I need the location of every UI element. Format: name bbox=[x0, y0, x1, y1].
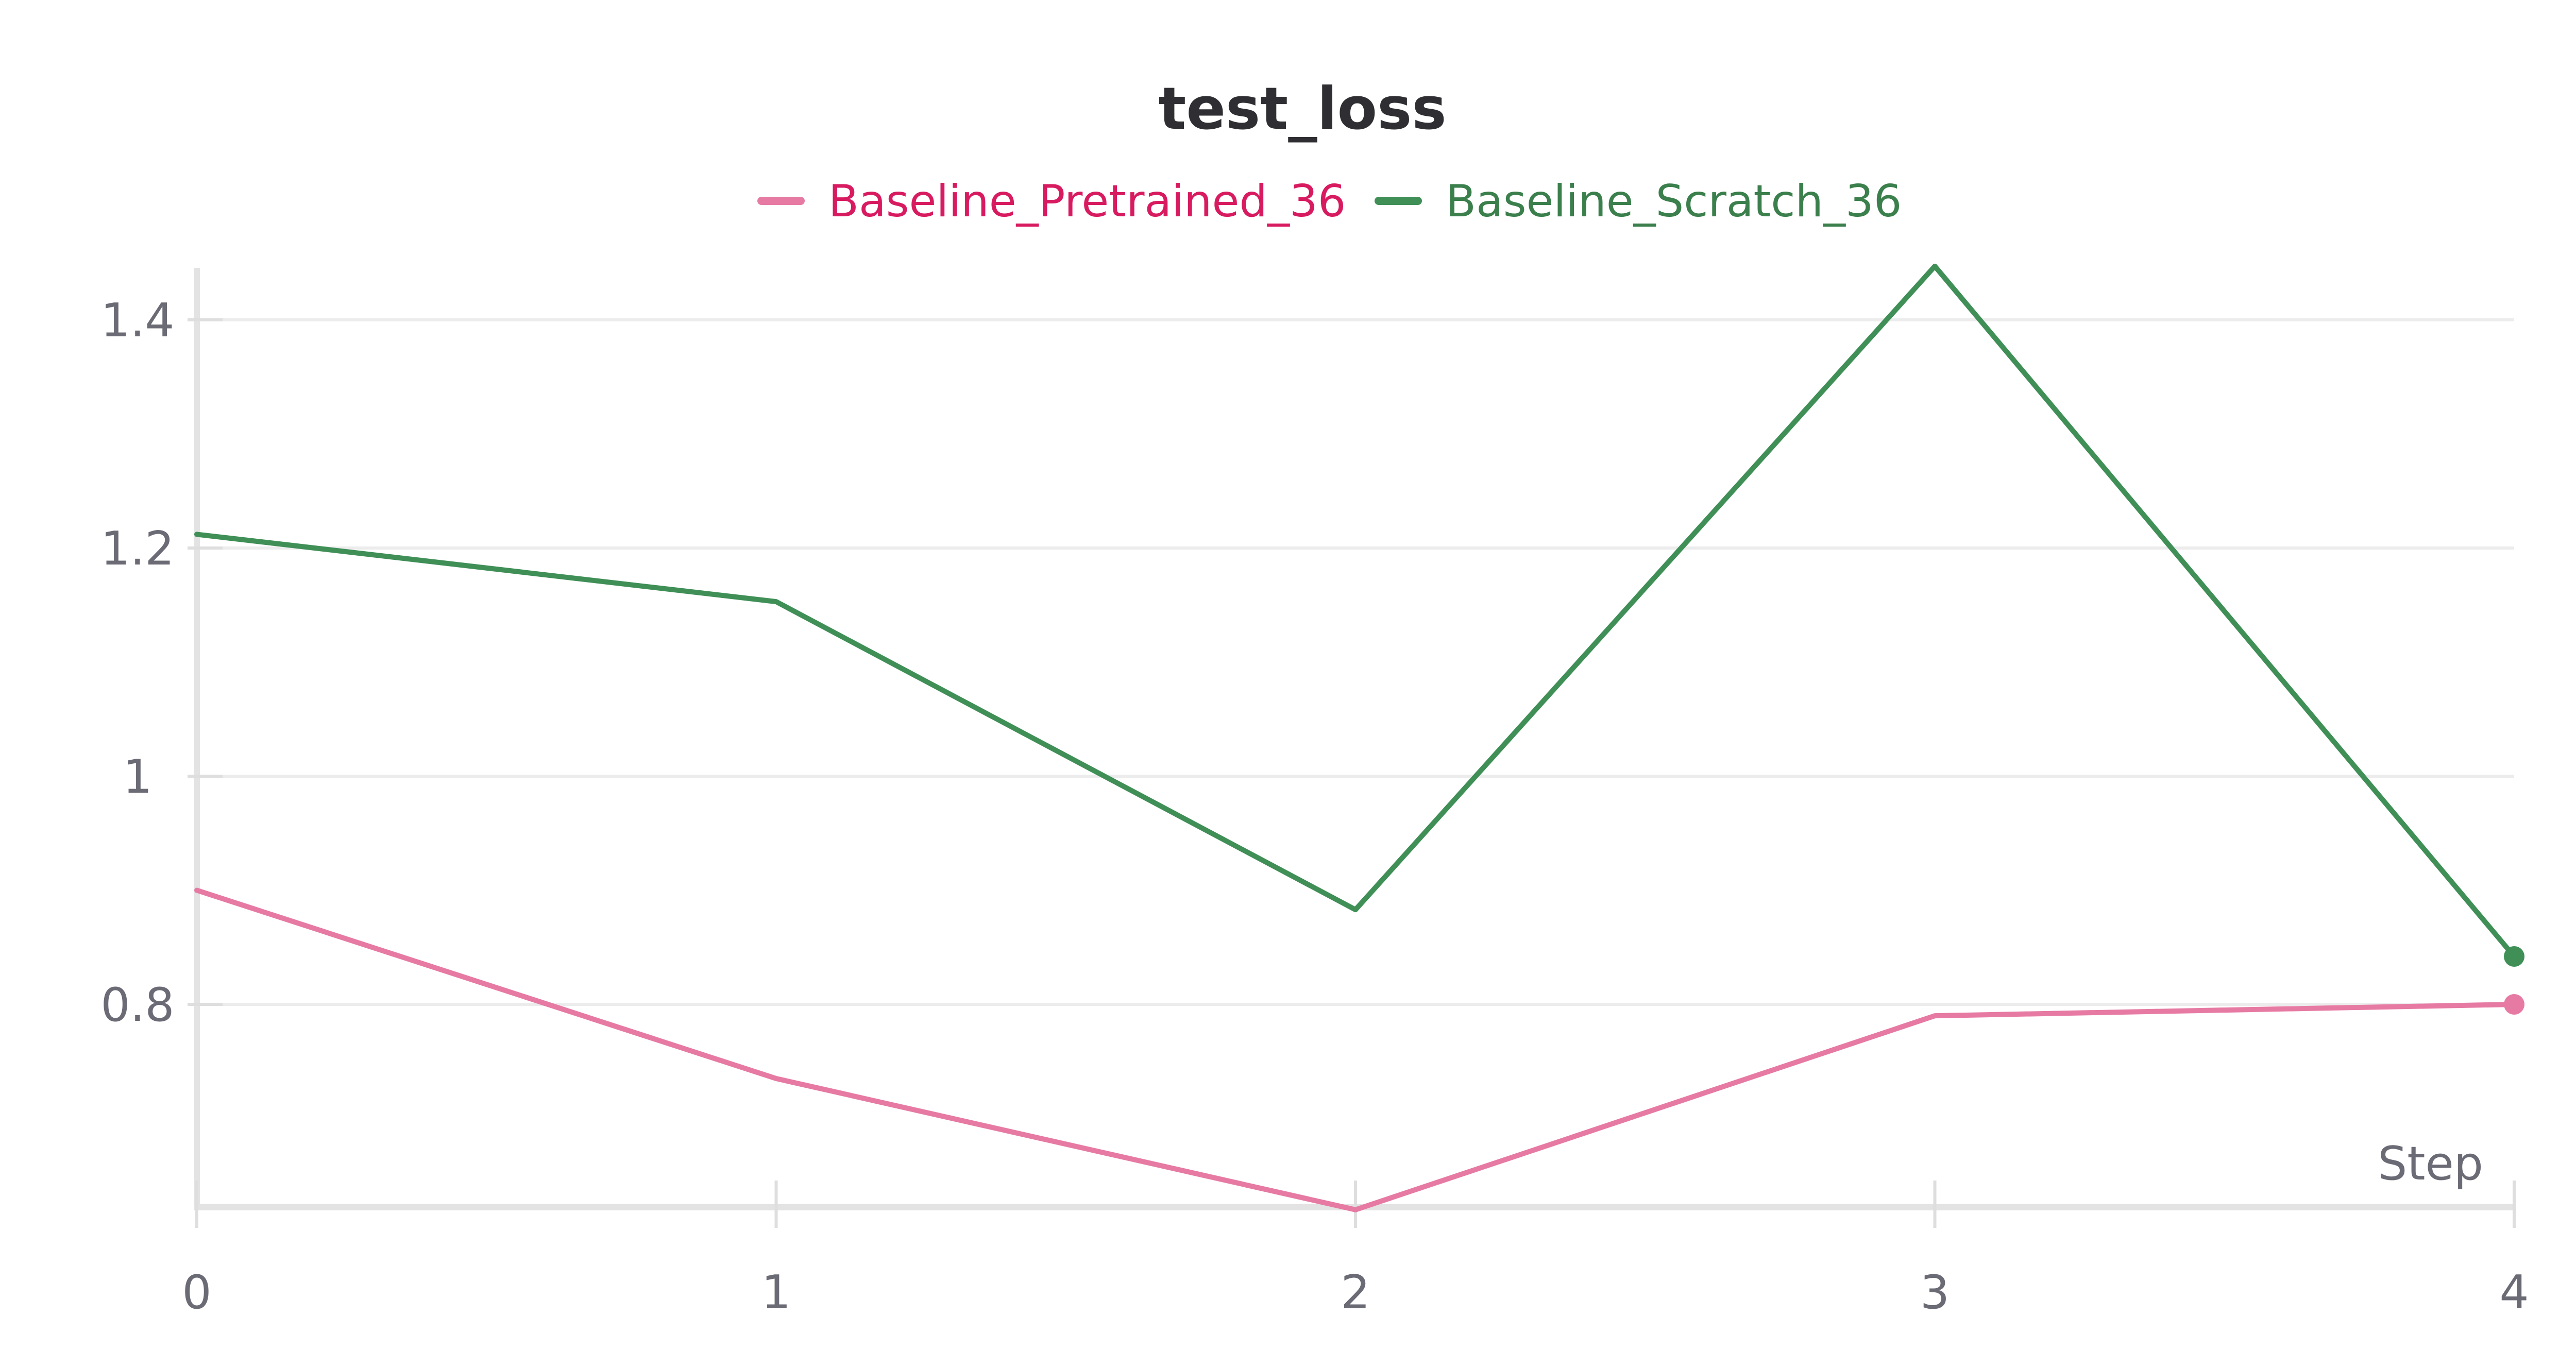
x-tick-label-0: 0 bbox=[182, 1266, 211, 1320]
legend-label-1: Baseline_Scratch_36 bbox=[1446, 176, 1902, 227]
legend: Baseline_Pretrained_36 Baseline_Scratch_3… bbox=[757, 176, 1902, 227]
series-end-points bbox=[2504, 946, 2524, 1015]
y-tick-label-3: 1.4 bbox=[100, 294, 174, 348]
chart-title: test_loss bbox=[1158, 75, 1446, 143]
y-tick-label-0: 0.8 bbox=[100, 978, 174, 1032]
series-line-0 bbox=[194, 887, 2517, 1212]
series-end-point-1 bbox=[2504, 946, 2524, 967]
x-axis-ticks: 0 1 2 3 4 bbox=[182, 1181, 2529, 1320]
legend-label-0: Baseline_Pretrained_36 bbox=[828, 176, 1346, 227]
series-line-1 bbox=[194, 263, 2517, 959]
axes bbox=[194, 268, 2514, 1210]
y-axis-ticks: 0.8 1 1.2 1.4 bbox=[100, 294, 223, 1032]
x-axis-label: Step bbox=[2378, 1137, 2483, 1191]
y-tick-label-1: 1 bbox=[123, 750, 152, 804]
x-tick-label-4: 4 bbox=[2499, 1266, 2529, 1320]
series-lines bbox=[194, 263, 2517, 1212]
x-tick-label-3: 3 bbox=[1920, 1266, 1950, 1320]
grid-lines bbox=[197, 318, 2514, 1006]
x-tick-label-1: 1 bbox=[761, 1266, 791, 1320]
y-tick-label-2: 1.2 bbox=[100, 522, 174, 576]
x-tick-label-2: 2 bbox=[1341, 1266, 1370, 1320]
series-end-point-0 bbox=[2504, 994, 2524, 1015]
